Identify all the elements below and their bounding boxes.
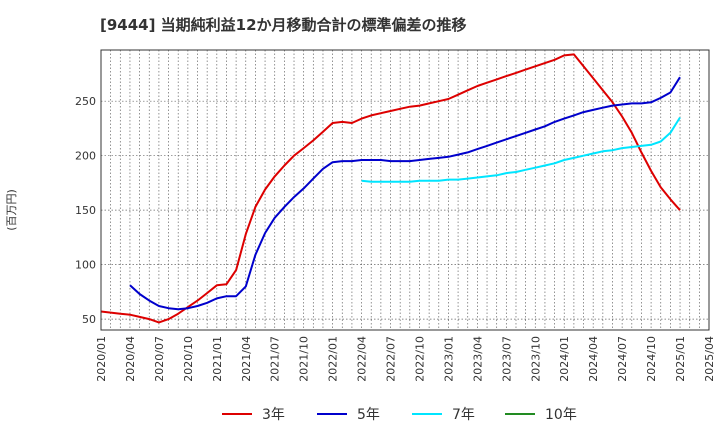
x-tick-label: 2022/07 (385, 336, 398, 382)
x-tick-label: 2024/01 (558, 336, 571, 382)
x-tick-label: 2021/01 (211, 336, 224, 382)
legend-label: 10年 (545, 407, 577, 423)
plot-frame (100, 49, 710, 331)
x-tick-label: 2025/04 (703, 336, 716, 382)
y-tick-label: 150 (75, 204, 96, 217)
legend-label: 5年 (357, 407, 380, 423)
series-line-7年 (361, 116, 681, 183)
legend-label: 3年 (262, 407, 285, 423)
y-axis-label: (百万円) (5, 189, 18, 231)
x-tick-label: 2024/10 (645, 336, 658, 382)
x-tick-label: 2020/04 (124, 336, 137, 382)
x-tick-label: 2020/07 (153, 336, 166, 382)
series-line-3年 (100, 53, 681, 324)
x-axis-ticks: 2020/01 2020/04 2020/07 2020/10 2021/01 2021/… (95, 336, 716, 382)
x-tick-label: 2020/10 (182, 336, 195, 382)
x-tick-label: 2023/10 (529, 336, 542, 382)
x-tick-label: 2022/01 (327, 336, 340, 382)
x-tick-label: 2021/07 (269, 336, 282, 382)
chart-title: [9444] 当期純利益12か月移動合計の標準偏差の推移 (100, 16, 467, 34)
x-tick-label: 2023/01 (442, 336, 455, 382)
x-tick-label: 2025/01 (674, 336, 687, 382)
x-tick-label: 2024/07 (616, 336, 629, 382)
series-lines (100, 53, 681, 324)
y-axis-ticks: 50 100 150 200 250 (75, 95, 96, 326)
x-tick-label: 2022/10 (413, 336, 426, 382)
legend: 3年 5年 7年 10年 (222, 407, 577, 423)
grid (100, 50, 710, 330)
y-tick-label: 250 (75, 95, 96, 108)
x-tick-label: 2020/01 (95, 336, 108, 382)
x-tick-label: 2021/10 (298, 336, 311, 382)
x-tick-label: 2024/04 (587, 336, 600, 382)
x-tick-label: 2023/04 (471, 336, 484, 382)
y-tick-label: 200 (75, 150, 96, 163)
series-line-5年 (129, 76, 681, 311)
x-tick-label: 2022/04 (356, 336, 369, 382)
x-tick-label: 2023/07 (500, 336, 513, 382)
y-tick-label: 100 (75, 259, 96, 272)
x-tick-label: 2021/04 (240, 336, 253, 382)
legend-label: 7年 (452, 407, 475, 423)
y-tick-label: 50 (82, 313, 96, 326)
